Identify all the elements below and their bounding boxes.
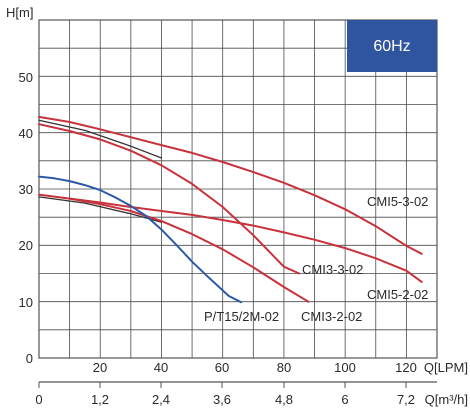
x-m3h-tick-7-2: 7,2 — [397, 392, 415, 407]
y-tick-30: 30 — [19, 182, 33, 197]
y-tick-40: 40 — [19, 126, 33, 141]
y-axis-ticks: 0 10 20 30 40 50 — [19, 70, 33, 366]
reference-curve — [38, 196, 163, 223]
x-lpm-tick-20: 20 — [93, 360, 107, 375]
x-m3h-tick-6: 6 — [341, 392, 348, 407]
reference-curve — [38, 119, 163, 159]
y-tick-0: 0 — [26, 351, 33, 366]
curves — [38, 115, 423, 304]
y-axis-title: H[m] — [6, 5, 33, 20]
curve-p-t15-2m-02 — [38, 175, 243, 304]
x-lpm-tick-80: 80 — [277, 360, 291, 375]
x-axis-lpm-title: Q[LPM] — [424, 360, 468, 375]
curve-cmi3-2-02 — [38, 193, 310, 303]
x-lpm-tick-120: 120 — [395, 360, 417, 375]
plot-frame — [38, 19, 438, 359]
curve-cmi5-2-02 — [68, 197, 423, 283]
curve-cmi5-3-02 — [38, 115, 423, 255]
x-axis-m3h-ticks: 0 1,2 2,4 3,6 4,8 6 7,2 — [35, 392, 415, 407]
x-m3h-tick-2-4: 2,4 — [152, 392, 170, 407]
label-cmi5-2-02: CMI5-2-02 — [367, 287, 428, 302]
x-m3h-tick-4-8: 4,8 — [275, 392, 293, 407]
curve-labels: CMI5-3-02 CMI3-3-02 CMI5-2-02 CMI3-2-02 … — [204, 194, 428, 324]
label-p-t15-2m-02: P/T15/2M-02 — [204, 309, 279, 324]
x-m3h-tick-0: 0 — [35, 392, 42, 407]
y-tick-20: 20 — [19, 238, 33, 253]
y-tick-10: 10 — [19, 295, 33, 310]
m3h-axis-tick-marks — [38, 382, 407, 388]
x-axis-lpm-ticks: 20 40 60 80 100 120 — [93, 360, 417, 375]
label-cmi3-3-02: CMI3-3-02 — [302, 262, 363, 277]
x-m3h-tick-1-2: 1,2 — [91, 392, 109, 407]
x-axis-m3h-title: Q[m³/h] — [425, 392, 468, 407]
x-m3h-tick-3-6: 3,6 — [213, 392, 231, 407]
curve-cmi3-3-02 — [38, 123, 301, 275]
x-lpm-tick-40: 40 — [154, 360, 168, 375]
frequency-badge — [347, 20, 437, 72]
frequency-badge-label: 60Hz — [373, 38, 410, 55]
label-cmi3-2-02: CMI3-2-02 — [301, 309, 362, 324]
label-cmi5-3-02: CMI5-3-02 — [367, 194, 428, 209]
x-lpm-tick-100: 100 — [334, 360, 356, 375]
x-lpm-tick-60: 60 — [215, 360, 229, 375]
y-tick-50: 50 — [19, 70, 33, 85]
